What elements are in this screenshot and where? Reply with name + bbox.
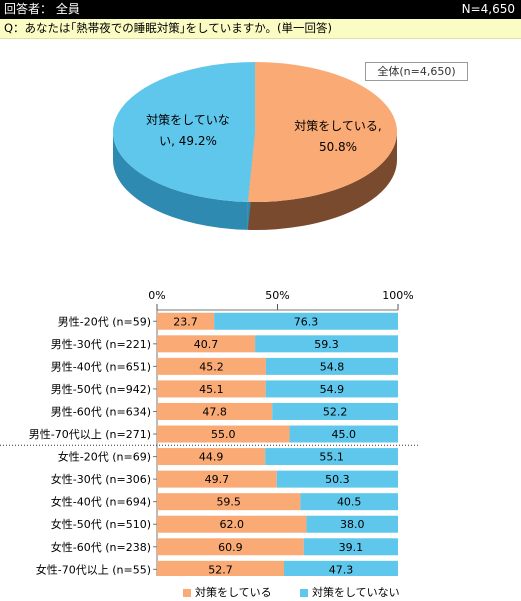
category-label: 男性-40代 (n=651) <box>51 359 151 373</box>
bar-segment-no <box>255 335 398 353</box>
stacked-bar-chart: 0% 50% 100% 男性-20代 (n=59) 23.7 76.3 男性-30代 (n=… <box>0 289 418 576</box>
bar-segment-no <box>306 515 398 533</box>
pie-label-line1: 対策をしている, <box>294 119 381 133</box>
bar-legend: 対策をしている 対策をしていない <box>0 586 521 600</box>
pie-label-line1: 対策をしていな <box>146 113 230 127</box>
bar-segment-yes <box>157 560 285 576</box>
x-tick-label: 50% <box>265 289 289 302</box>
bar-segment-yes <box>157 312 215 330</box>
bar-value-label: 45.2 <box>199 360 224 373</box>
pie-label-line2: い, 49.2% <box>159 134 217 148</box>
bar-value-label: 47.3 <box>329 563 354 576</box>
bar-value-label: 52.2 <box>323 405 348 418</box>
bar-value-label: 60.9 <box>218 541 243 554</box>
bar-segment-no <box>265 357 398 375</box>
bar-value-label: 55.1 <box>319 451 344 464</box>
bar-segment-no <box>303 538 398 556</box>
bar-value-label: 44.9 <box>199 451 224 464</box>
category-label: 女性-70代以上 (n=55) <box>36 562 151 576</box>
bar-value-label: 62.0 <box>219 518 244 531</box>
bar-segment-yes <box>157 357 266 375</box>
question-bar: Q：あなたは｢熱帯夜での睡眠対策｣をしていますか。(単一回答) <box>0 19 521 39</box>
bar-segment-yes <box>157 538 304 556</box>
bar-value-label: 54.8 <box>320 360 345 373</box>
category-label: 女性-40代 (n=694) <box>51 495 151 509</box>
pie-side-yes <box>247 132 397 230</box>
bar-value-label: 76.3 <box>294 315 319 328</box>
category-label: 女性-30代 (n=306) <box>51 472 151 486</box>
x-tick-label: 0% <box>148 289 165 302</box>
legend-label-yes: 対策をしている <box>195 586 272 599</box>
bar-value-label: 50.3 <box>325 473 350 486</box>
legend-swatch-no <box>300 589 308 597</box>
bar-segment-yes <box>157 493 301 511</box>
legend-label-no: 対策をしていない <box>312 586 400 599</box>
category-label: 女性-20代 (n=69) <box>58 450 151 464</box>
bar-segment-yes <box>157 402 273 420</box>
bar-segment-yes <box>157 515 307 533</box>
pie-side-no <box>113 132 248 230</box>
bar-value-label: 59.3 <box>314 338 339 351</box>
bar-value-label: 40.5 <box>337 496 362 509</box>
bar-value-label: 40.7 <box>194 338 219 351</box>
bar-segment-yes <box>157 335 256 353</box>
pie-total-label: 全体(n=4,650) <box>365 62 468 81</box>
pie-slice-no <box>113 62 255 202</box>
pie-label-line2: 50.8% <box>319 140 357 154</box>
category-label: 男性-50代 (n=942) <box>51 382 151 396</box>
bar-segment-yes <box>157 380 266 398</box>
pie-slice-yes <box>247 62 397 202</box>
question-text: Q：あなたは｢熱帯夜での睡眠対策｣をしていますか。(単一回答) <box>4 21 332 35</box>
category-label: 男性-30代 (n=221) <box>51 337 151 351</box>
bar-segment-no <box>300 493 398 511</box>
category-label: 男性-60代 (n=634) <box>51 404 151 418</box>
bar-segment-yes <box>157 425 290 443</box>
bar-value-label: 45.0 <box>332 428 357 441</box>
bar-value-label: 23.7 <box>173 315 198 328</box>
category-label: 男性-70代以上 (n=271) <box>29 427 151 441</box>
legend-item-yes: 対策をしている <box>183 586 272 600</box>
bar-segment-no <box>265 380 398 398</box>
x-tick-label: 100% <box>382 289 413 302</box>
bar-value-label: 59.5 <box>216 496 241 509</box>
bar-segment-yes <box>157 470 277 488</box>
bar-segment-no <box>284 560 398 576</box>
pie-chart: 対策をしている, 50.8% 対策をしていない, 49.2% <box>113 62 397 230</box>
category-label: 女性-60代 (n=238) <box>51 540 151 554</box>
bar-segment-no <box>289 425 398 443</box>
bar-value-label: 52.7 <box>208 563 233 576</box>
respondents-label: 回答者： 全員 <box>4 2 80 16</box>
legend-item-no: 対策をしていない <box>300 586 400 600</box>
bar-value-label: 38.0 <box>340 518 365 531</box>
bar-segment-no <box>265 448 398 466</box>
bar-value-label: 55.0 <box>211 428 236 441</box>
bar-value-label: 45.1 <box>199 383 224 396</box>
category-label: 男性-20代 (n=59) <box>58 314 151 328</box>
bar-segment-no <box>276 470 398 488</box>
bar-segment-yes <box>157 448 266 466</box>
bar-value-label: 47.8 <box>202 405 227 418</box>
legend-swatch-yes <box>183 589 191 597</box>
bar-value-label: 54.9 <box>320 383 345 396</box>
bar-segment-no <box>272 402 398 420</box>
bar-value-label: 39.1 <box>339 541 364 554</box>
total-n-label: N=4,650 <box>461 2 515 16</box>
bar-segment-no <box>214 312 398 330</box>
respondents-header: 回答者： 全員 N=4,650 <box>0 0 521 19</box>
category-label: 女性-50代 (n=510) <box>51 517 151 531</box>
bar-value-label: 49.7 <box>205 473 230 486</box>
